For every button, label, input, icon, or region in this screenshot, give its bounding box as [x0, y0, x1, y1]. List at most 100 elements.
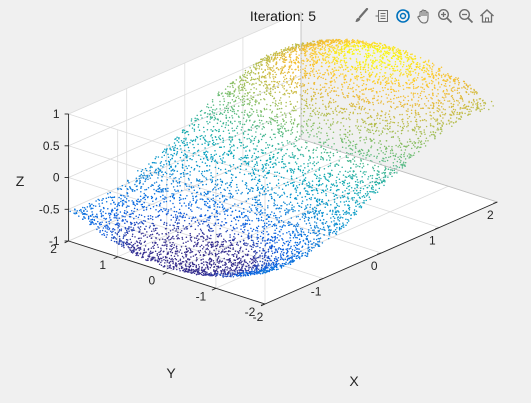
data-point — [229, 207, 232, 210]
data-point — [357, 66, 359, 69]
data-point — [419, 115, 421, 118]
data-point — [157, 156, 160, 158]
data-point — [164, 228, 167, 230]
data-point — [319, 96, 322, 99]
data-point — [219, 120, 222, 123]
data-point — [256, 189, 259, 192]
data-point — [217, 222, 220, 225]
data-point — [267, 207, 269, 209]
data-point — [269, 158, 272, 160]
data-point — [408, 65, 411, 68]
data-point — [333, 57, 336, 59]
data-point — [150, 185, 152, 187]
data-point — [234, 88, 237, 90]
data-point — [285, 101, 287, 104]
data-point — [231, 196, 234, 198]
data-point — [185, 213, 188, 216]
data-point — [196, 114, 198, 117]
data-point — [326, 159, 328, 161]
data-point — [367, 66, 370, 69]
data-point — [152, 200, 154, 202]
data-point — [320, 88, 322, 91]
data-point — [162, 166, 164, 168]
data-point — [105, 212, 107, 215]
data-point — [143, 228, 146, 230]
data-point — [407, 117, 409, 120]
data-point — [264, 188, 267, 190]
data-point — [402, 99, 405, 102]
data-point — [130, 223, 132, 226]
data-point — [270, 66, 272, 69]
data-point — [201, 174, 204, 177]
data-point — [376, 115, 378, 117]
data-point — [339, 39, 341, 41]
data-point — [128, 182, 130, 184]
data-point — [332, 112, 335, 114]
data-point — [149, 207, 152, 210]
data-point — [177, 225, 180, 228]
data-point — [279, 99, 281, 101]
data-point — [249, 100, 251, 102]
data-point — [140, 186, 142, 188]
data-point — [358, 61, 361, 64]
data-point — [364, 71, 367, 73]
data-point — [99, 221, 101, 224]
data-point — [380, 54, 382, 57]
data-point — [319, 72, 321, 74]
data-point — [122, 242, 125, 244]
data-point — [138, 249, 141, 251]
data-point — [99, 230, 101, 232]
data-point — [433, 76, 435, 78]
data-point — [367, 49, 369, 51]
data-point — [369, 115, 372, 117]
data-point — [358, 106, 360, 109]
data-point — [444, 75, 446, 78]
data-point — [299, 191, 301, 194]
data-point — [327, 51, 330, 53]
data-point — [239, 77, 241, 79]
data-point — [290, 47, 292, 49]
data-point — [205, 140, 207, 142]
data-point — [143, 248, 146, 250]
data-point — [356, 75, 358, 77]
data-point — [217, 93, 219, 95]
data-point — [343, 76, 345, 79]
data-point — [271, 211, 273, 213]
data-point — [361, 47, 364, 49]
data-point — [117, 202, 120, 204]
data-point — [223, 200, 225, 203]
data-point — [212, 199, 214, 202]
data-point — [188, 124, 191, 127]
data-point — [255, 161, 258, 163]
data-point — [386, 50, 388, 52]
data-point — [402, 106, 405, 108]
data-point — [274, 133, 276, 135]
data-point — [338, 66, 340, 68]
data-point — [406, 102, 409, 105]
data-point — [413, 58, 415, 60]
data-point — [304, 177, 307, 179]
data-point — [248, 103, 251, 106]
data-point — [365, 56, 368, 58]
data-point — [266, 61, 268, 63]
data-point — [256, 210, 258, 212]
data-point — [407, 110, 409, 112]
data-point — [440, 74, 443, 77]
data-point — [231, 145, 233, 148]
data-point — [340, 43, 342, 45]
data-point — [286, 140, 289, 142]
data-point — [312, 49, 314, 51]
data-point — [341, 45, 343, 48]
data-point — [199, 249, 202, 252]
data-point — [280, 123, 282, 125]
data-point — [147, 186, 150, 189]
data-point — [325, 115, 327, 117]
data-point — [407, 99, 410, 102]
data-point — [255, 156, 258, 158]
data-point — [397, 58, 400, 61]
data-point — [175, 228, 178, 230]
data-point — [156, 227, 158, 230]
data-point — [206, 151, 209, 153]
data-point — [439, 86, 441, 88]
